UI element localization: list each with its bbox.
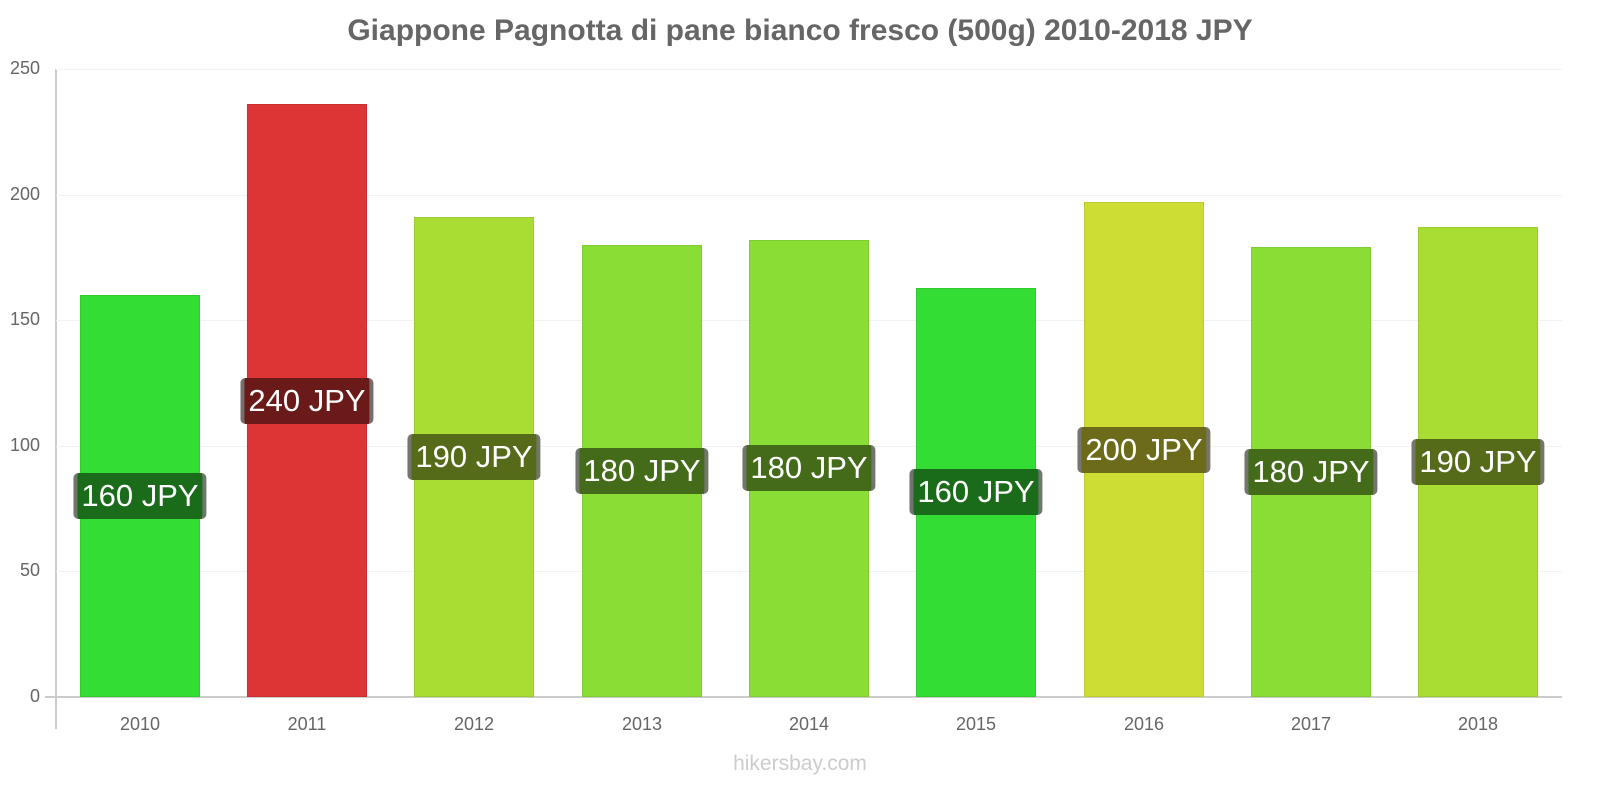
x-tick-label: 2010 [119, 714, 161, 734]
x-tick-label: 2018 [1457, 714, 1499, 734]
y-tick-label: 50 [19, 560, 40, 580]
x-tick-label: 2012 [453, 714, 495, 734]
chart-title: Giappone Pagnotta di pane bianco fresco … [347, 14, 1253, 47]
value-label: 160 JPY [909, 469, 1043, 515]
watermark: hikersbay.com [733, 752, 867, 775]
value-label: 190 JPY [1411, 439, 1545, 485]
value-label: 240 JPY [240, 378, 374, 424]
y-tick-label: 100 [9, 435, 40, 455]
value-label: 180 JPY [1244, 449, 1378, 495]
gridline [56, 195, 1562, 196]
y-tick-label: 150 [9, 309, 40, 329]
value-label: 200 JPY [1077, 427, 1211, 473]
y-tick-label: 0 [29, 686, 40, 706]
y-tick-label: 250 [9, 58, 40, 78]
y-tick-label: 200 [9, 184, 40, 204]
x-axis-line [45, 696, 1562, 698]
value-label: 180 JPY [742, 445, 876, 491]
x-tick-label: 2013 [621, 714, 663, 734]
x-tick-label: 2017 [1290, 714, 1332, 734]
value-label: 160 JPY [73, 473, 207, 519]
x-tick-label: 2015 [955, 714, 997, 734]
x-tick-label: 2011 [287, 714, 327, 734]
value-label: 180 JPY [575, 448, 709, 494]
x-tick-label: 2014 [788, 714, 830, 734]
gridline [56, 69, 1562, 70]
x-tick-label: 2016 [1123, 714, 1165, 734]
y-axis-line [55, 69, 57, 729]
value-label: 190 JPY [407, 434, 541, 480]
